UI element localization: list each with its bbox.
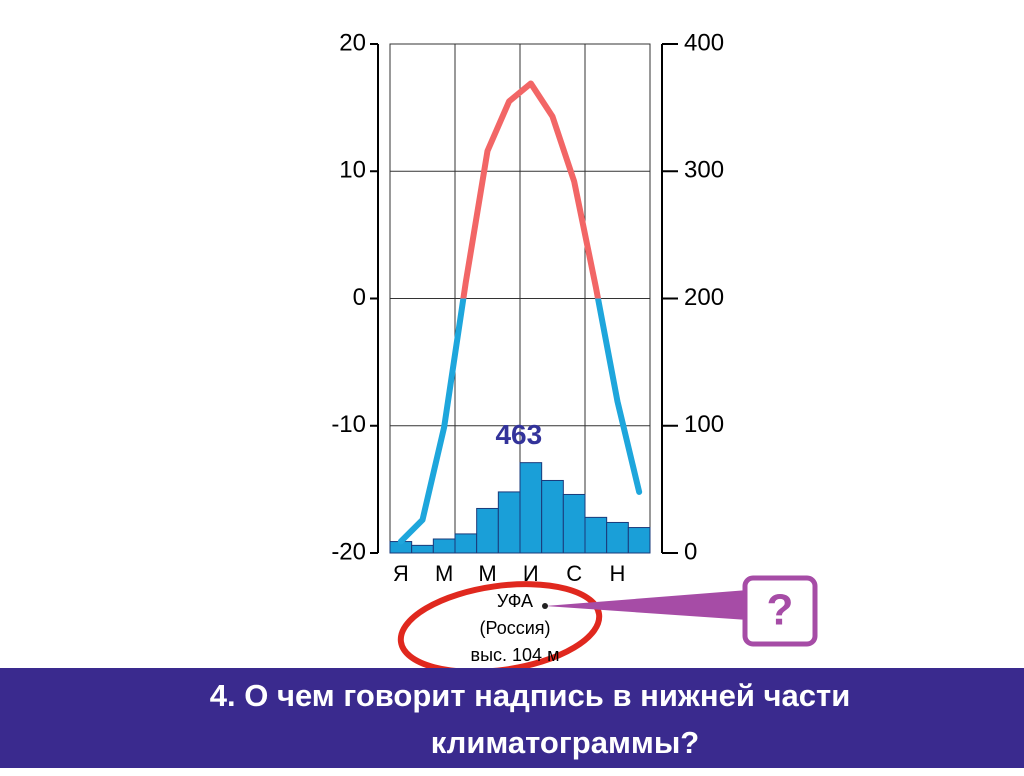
y-tick-label: 0 (353, 284, 366, 311)
precipitation-bar (411, 544, 434, 554)
station-label: (Россия) (479, 618, 550, 638)
y2-tick-label: 200 (684, 284, 724, 311)
x-tick-label: М (435, 561, 453, 586)
precipitation-bar (454, 533, 478, 554)
y-tick-label: -10 (331, 411, 366, 438)
x-tick-label: С (566, 561, 582, 586)
precipitation-bar (476, 507, 499, 554)
x-tick-label: Н (610, 561, 626, 586)
x-tick-label: М (478, 561, 496, 586)
y2-tick-label: 100 (684, 411, 724, 438)
station-label: выс. 104 м (471, 645, 560, 665)
temperature-line (397, 80, 643, 545)
precipitation-bar (432, 538, 456, 554)
y-tick-label: 10 (339, 157, 366, 184)
precipitation-bar (627, 527, 651, 554)
question-banner (0, 668, 1024, 768)
y-tick-label: -20 (331, 538, 366, 565)
callout-box (742, 575, 818, 647)
question-line: 4. О чем говорит надпись в нижней части (210, 678, 851, 713)
precipitation-bar (519, 462, 543, 554)
y2-tick-label: 400 (684, 29, 724, 56)
callout-text: ? (767, 586, 794, 635)
precipitation-bar (562, 493, 586, 554)
y-tick-label: 20 (339, 29, 366, 56)
precipitation-bar (541, 479, 564, 554)
precipitation-bar (606, 521, 629, 554)
question-line: климатограммы? (431, 725, 699, 760)
y2-tick-label: 0 (684, 538, 697, 565)
x-tick-label: И (523, 561, 539, 586)
callout-pointer (545, 590, 748, 620)
station-dot (542, 603, 548, 609)
y2-tick-label: 300 (684, 157, 724, 184)
station-label: УФА (497, 591, 533, 611)
precipitation-bar (497, 491, 521, 554)
x-tick-label: Я (393, 561, 409, 586)
precipitation-bar (584, 516, 608, 554)
total-precipitation: 463 (495, 419, 542, 450)
